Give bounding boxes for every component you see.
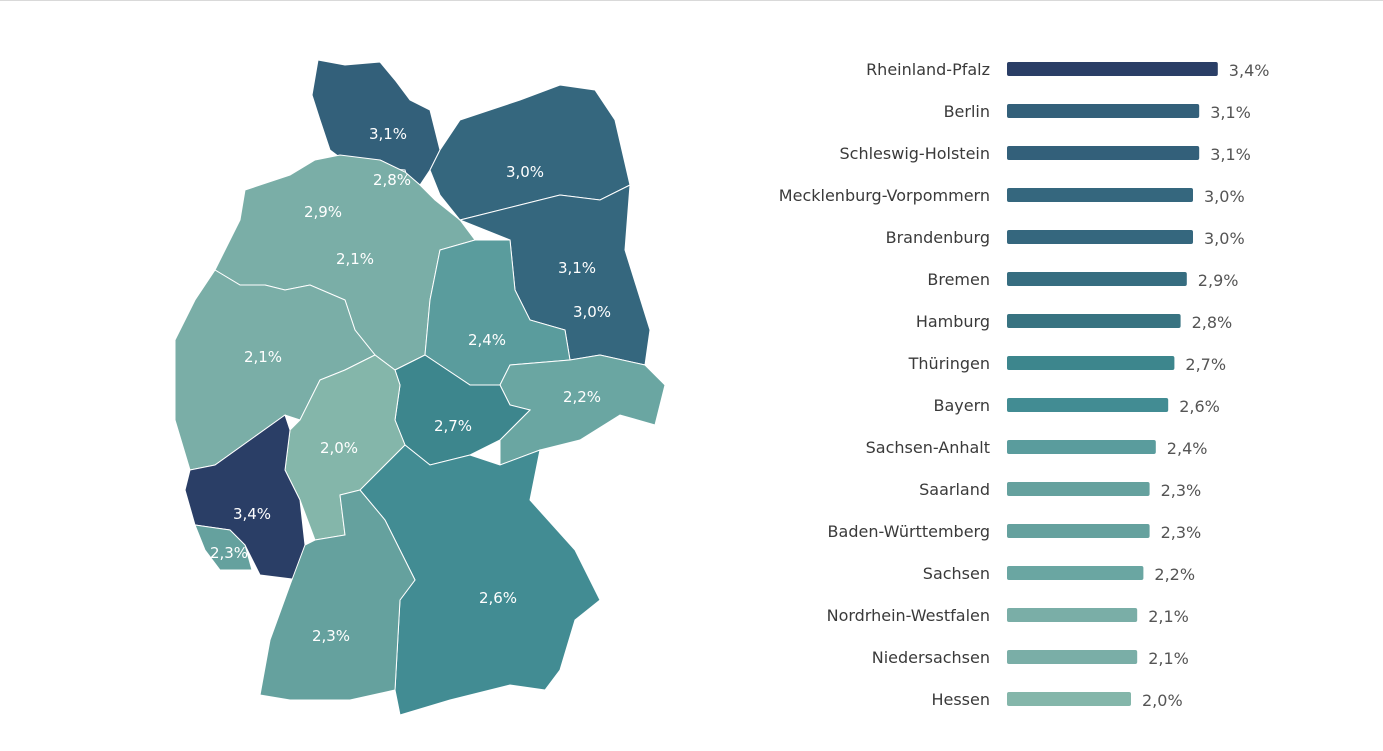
bar-brandenburg[interactable] [1007, 230, 1193, 244]
bar-value-label: 2,8% [1192, 313, 1233, 332]
bar-category-label: Schleswig-Holstein [840, 144, 990, 163]
bar-category-label: Berlin [944, 102, 990, 121]
bar-thueringen[interactable] [1007, 356, 1175, 370]
map-label-bayern: 2,6% [479, 589, 517, 607]
map-label-brandenburg: 3,0% [573, 303, 611, 321]
bar-hamburg[interactable] [1007, 314, 1181, 328]
bar-sachsen[interactable] [1007, 566, 1144, 580]
map-region-baden-wuerttemberg[interactable] [259, 489, 416, 701]
map-label-schleswig-holstein: 3,1% [369, 125, 407, 143]
bar-saarland[interactable] [1007, 482, 1150, 496]
bar-value-label: 3,0% [1204, 187, 1245, 206]
map-label-sachsen-anhalt: 2,4% [468, 331, 506, 349]
map-label-sachsen: 2,2% [563, 388, 601, 406]
bar-bayern[interactable] [1007, 398, 1169, 412]
map-label-hessen: 2,0% [320, 439, 358, 457]
map-label-baden-wuerttemberg: 2,3% [312, 627, 350, 645]
bar-category-label: Hamburg [916, 312, 990, 331]
bar-value-label: 3,0% [1204, 229, 1245, 248]
bar-category-label: Hessen [931, 690, 990, 709]
bar-value-label: 3,1% [1210, 145, 1251, 164]
bar-category-label: Sachsen-Anhalt [866, 438, 990, 457]
bar-value-label: 2,9% [1198, 271, 1239, 290]
bar-value-label: 2,2% [1154, 565, 1195, 584]
bar-value-label: 2,1% [1148, 649, 1189, 668]
map-label-hamburg: 2,8% [373, 171, 411, 189]
bar-category-label: Bremen [927, 270, 990, 289]
bar-niedersachsen[interactable] [1007, 650, 1138, 664]
bar-value-label: 2,6% [1179, 397, 1220, 416]
map-region-schleswig-holstein[interactable] [311, 59, 441, 186]
bar-value-label: 2,1% [1148, 607, 1189, 626]
bar-value-label: 2,3% [1161, 523, 1202, 542]
bar-category-label: Saarland [919, 480, 990, 499]
bar-baden-wuerttemberg[interactable] [1007, 524, 1150, 538]
bar-berlin[interactable] [1007, 104, 1200, 118]
bar-mecklenburg-vorpommern[interactable] [1007, 188, 1193, 202]
map-label-rheinland-pfalz: 3,4% [233, 505, 271, 523]
bar-value-label: 3,4% [1229, 61, 1270, 80]
bar-value-label: 2,3% [1161, 481, 1202, 500]
bar-value-label: 3,1% [1210, 103, 1251, 122]
map-label-thueringen: 2,7% [434, 417, 472, 435]
bar-category-label: Bayern [933, 396, 990, 415]
bar-category-label: Niedersachsen [872, 648, 990, 667]
map-label-berlin: 3,1% [558, 259, 596, 277]
bar-sachsen-anhalt[interactable] [1007, 440, 1156, 454]
bar-category-label: Brandenburg [886, 228, 990, 247]
map-label-niedersachsen: 2,1% [336, 250, 374, 268]
map-label-saarland: 2,3% [210, 544, 248, 562]
map-label-mecklenburg-vorpommern: 3,0% [506, 163, 544, 181]
bar-value-label: 2,0% [1142, 691, 1183, 710]
bar-nordrhein-westfalen[interactable] [1007, 608, 1138, 622]
map-region-saarland[interactable] [194, 524, 253, 571]
bar-hessen[interactable] [1007, 692, 1131, 706]
map-label-nordrhein-westfalen: 2,1% [244, 348, 282, 366]
germany-map: 3,1% 2,8% 3,0% 2,9% 2,1% 3,1% 3,0% 2,1% 2,4% 2,2%… [174, 59, 666, 716]
bar-category-label: Thüringen [908, 354, 990, 373]
bar-category-label: Baden-Württemberg [828, 522, 990, 541]
bar-value-label: 2,7% [1185, 355, 1226, 374]
bar-rheinland-pfalz[interactable] [1007, 62, 1218, 76]
bar-category-label: Mecklenburg-Vorpommern [779, 186, 990, 205]
bar-value-label: 2,4% [1167, 439, 1208, 458]
bar-category-label: Sachsen [923, 564, 990, 583]
bar-bremen[interactable] [1007, 272, 1187, 286]
bar-category-label: Nordrhein-Westfalen [827, 606, 990, 625]
map-label-bremen: 2,9% [304, 203, 342, 221]
bar-category-label: Rheinland-Pfalz [866, 60, 990, 79]
top-divider [0, 0, 1383, 1]
bar-schleswig-holstein[interactable] [1007, 146, 1200, 160]
